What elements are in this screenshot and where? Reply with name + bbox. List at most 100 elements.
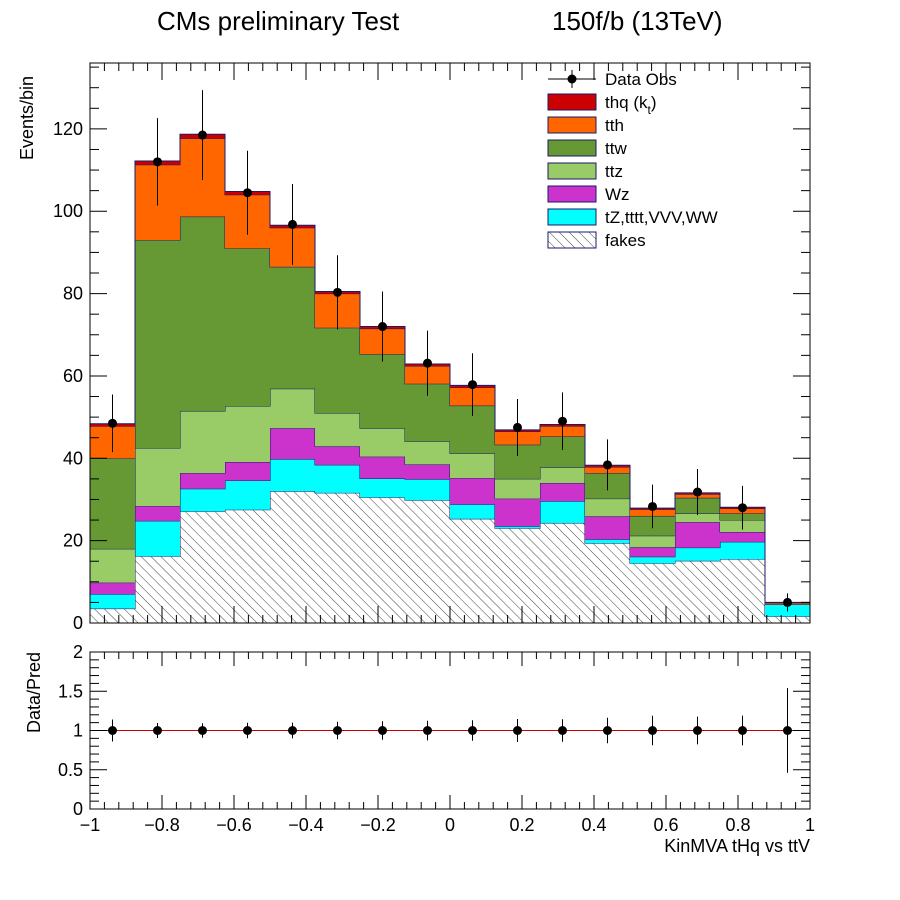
bar-ttz-5 <box>315 413 360 447</box>
bar-tz-tttt-vvv-ww-0 <box>90 594 135 609</box>
data-point-4 <box>288 184 297 265</box>
data-point-2 <box>198 90 207 180</box>
data-point-9 <box>513 399 522 456</box>
bar-wz-3 <box>225 462 270 481</box>
bar-fakes-15 <box>765 616 810 623</box>
bar-fakes-7 <box>405 500 450 623</box>
ratio-point-6 <box>378 721 387 740</box>
x-tick-label-0: −1 <box>80 815 101 835</box>
legend-label-6: tZ,tttt,VVV,WW <box>605 208 718 227</box>
ratio-y-axis-label: Data/Pred <box>24 652 44 733</box>
ratio-marker-4 <box>288 726 297 735</box>
ratio-point-15 <box>783 688 792 773</box>
outline-thq-k-t <box>90 133 810 603</box>
ratio-plot-panel: 0 0.5 1 1.5 2 −1 −0.8 −0.6 −0.4 −0.2 0 0.2 0.4 0.6 0.… <box>24 642 815 856</box>
bar-ttz-6 <box>360 428 405 457</box>
bar-fakes-6 <box>360 497 405 623</box>
data-marker-7 <box>423 358 432 368</box>
ratio-marker-1 <box>153 726 162 735</box>
data-marker-6 <box>378 322 387 332</box>
ratio-marker-6 <box>378 726 387 735</box>
bar-tz-tttt-vvv-ww-4 <box>270 459 315 492</box>
ratio-marker-10 <box>558 726 567 735</box>
ratio-marker-14 <box>738 726 747 735</box>
bar-ttz-1 <box>135 448 180 507</box>
bar-tz-tttt-vvv-ww-5 <box>315 464 360 493</box>
bar-ttz-10 <box>540 467 585 483</box>
legend-entry-4: ttz <box>547 162 623 181</box>
bar-ttz-4 <box>270 388 315 429</box>
bar-ttz-9 <box>495 478 540 499</box>
main-x-ticks <box>89 63 811 623</box>
ratio-marker-5 <box>333 726 342 735</box>
bar-wz-11 <box>585 516 630 540</box>
ratio-point-3 <box>243 722 252 739</box>
data-marker-12 <box>648 501 657 511</box>
bar-ttw-5 <box>315 327 360 413</box>
bar-wz-12 <box>630 547 675 557</box>
data-marker-13 <box>693 487 702 497</box>
y-tick-label-80: 80 <box>63 284 83 304</box>
ratio-point-0 <box>108 719 117 742</box>
data-point-6 <box>378 291 387 362</box>
legend-swatch-3 <box>547 139 597 157</box>
ratio-marker-3 <box>243 726 252 735</box>
ratio-y-tick-label-2: 1 <box>73 721 83 741</box>
ratio-x-axis: −1 −0.8 −0.6 −0.4 −0.2 0 0.2 0.4 0.6 0.8 1 <box>80 652 815 835</box>
data-marker-0 <box>108 418 117 428</box>
main-y-axis-label: Events/bin <box>17 76 37 160</box>
ratio-marker-2 <box>198 726 207 735</box>
x-tick-label-6: 0.2 <box>509 815 534 835</box>
data-marker-14 <box>738 503 747 513</box>
bar-ttz-7 <box>405 441 450 465</box>
x-tick-label-7: 0.4 <box>581 815 606 835</box>
legend-label-1: thq (kt) <box>605 93 657 117</box>
legend-close-paren: ) <box>651 93 657 112</box>
bar-fakes-4 <box>270 491 315 623</box>
legend-swatch-5 <box>547 185 597 203</box>
data-point-7 <box>423 330 432 396</box>
bar-wz-1 <box>135 506 180 521</box>
legend-entry-2: tth <box>547 116 624 135</box>
bar-fakes-10 <box>540 522 585 623</box>
legend-swatch-2 <box>547 116 597 134</box>
bar-wz-7 <box>405 464 450 480</box>
bar-fakes-3 <box>225 509 270 623</box>
main-y-axis: 0 20 40 60 80 100 120 <box>53 66 810 633</box>
data-point-13 <box>693 469 702 516</box>
bar-ttz-8 <box>450 453 495 479</box>
legend-swatch-4 <box>547 162 597 180</box>
ratio-point-2 <box>198 723 207 738</box>
bar-tz-tttt-vvv-ww-12 <box>630 556 675 564</box>
bar-ttw-2 <box>180 216 225 411</box>
bar-ttz-11 <box>585 498 630 517</box>
data-point-15 <box>783 593 792 612</box>
legend-label-3: ttw <box>605 139 627 158</box>
data-point-3 <box>243 150 252 235</box>
ratio-point-9 <box>513 719 522 742</box>
bar-fakes-1 <box>135 556 180 623</box>
bar-ttz-2 <box>180 410 225 474</box>
bar-wz-8 <box>450 478 495 505</box>
data-marker-4 <box>288 219 297 229</box>
bar-tz-tttt-vvv-ww-6 <box>360 478 405 498</box>
x-tick-label-10: 1 <box>805 815 815 835</box>
bar-wz-6 <box>360 456 405 479</box>
data-point-1 <box>153 118 162 206</box>
bar-ttw-6 <box>360 354 405 429</box>
ratio-point-14 <box>738 715 747 746</box>
bar-fakes-8 <box>450 518 495 623</box>
ratio-y-tick-label-3: 1.5 <box>58 681 83 701</box>
bar-ttw-3 <box>225 248 270 406</box>
legend-entry-3: ttw <box>547 139 627 158</box>
legend-subscript: t <box>648 103 652 117</box>
bar-ttz-0 <box>90 548 135 583</box>
main-plot-panel: 0 20 40 60 80 100 120 Events/bin <box>17 62 811 633</box>
data-point-0 <box>108 394 117 453</box>
bar-tz-tttt-vvv-ww-14 <box>720 541 765 560</box>
ratio-y-tick-label-0: 0 <box>73 799 83 819</box>
bar-wz-4 <box>270 428 315 460</box>
luminosity-label: 150f/b (13TeV) <box>552 6 723 36</box>
legend-swatch-7 <box>547 231 597 249</box>
bar-wz-2 <box>180 473 225 489</box>
